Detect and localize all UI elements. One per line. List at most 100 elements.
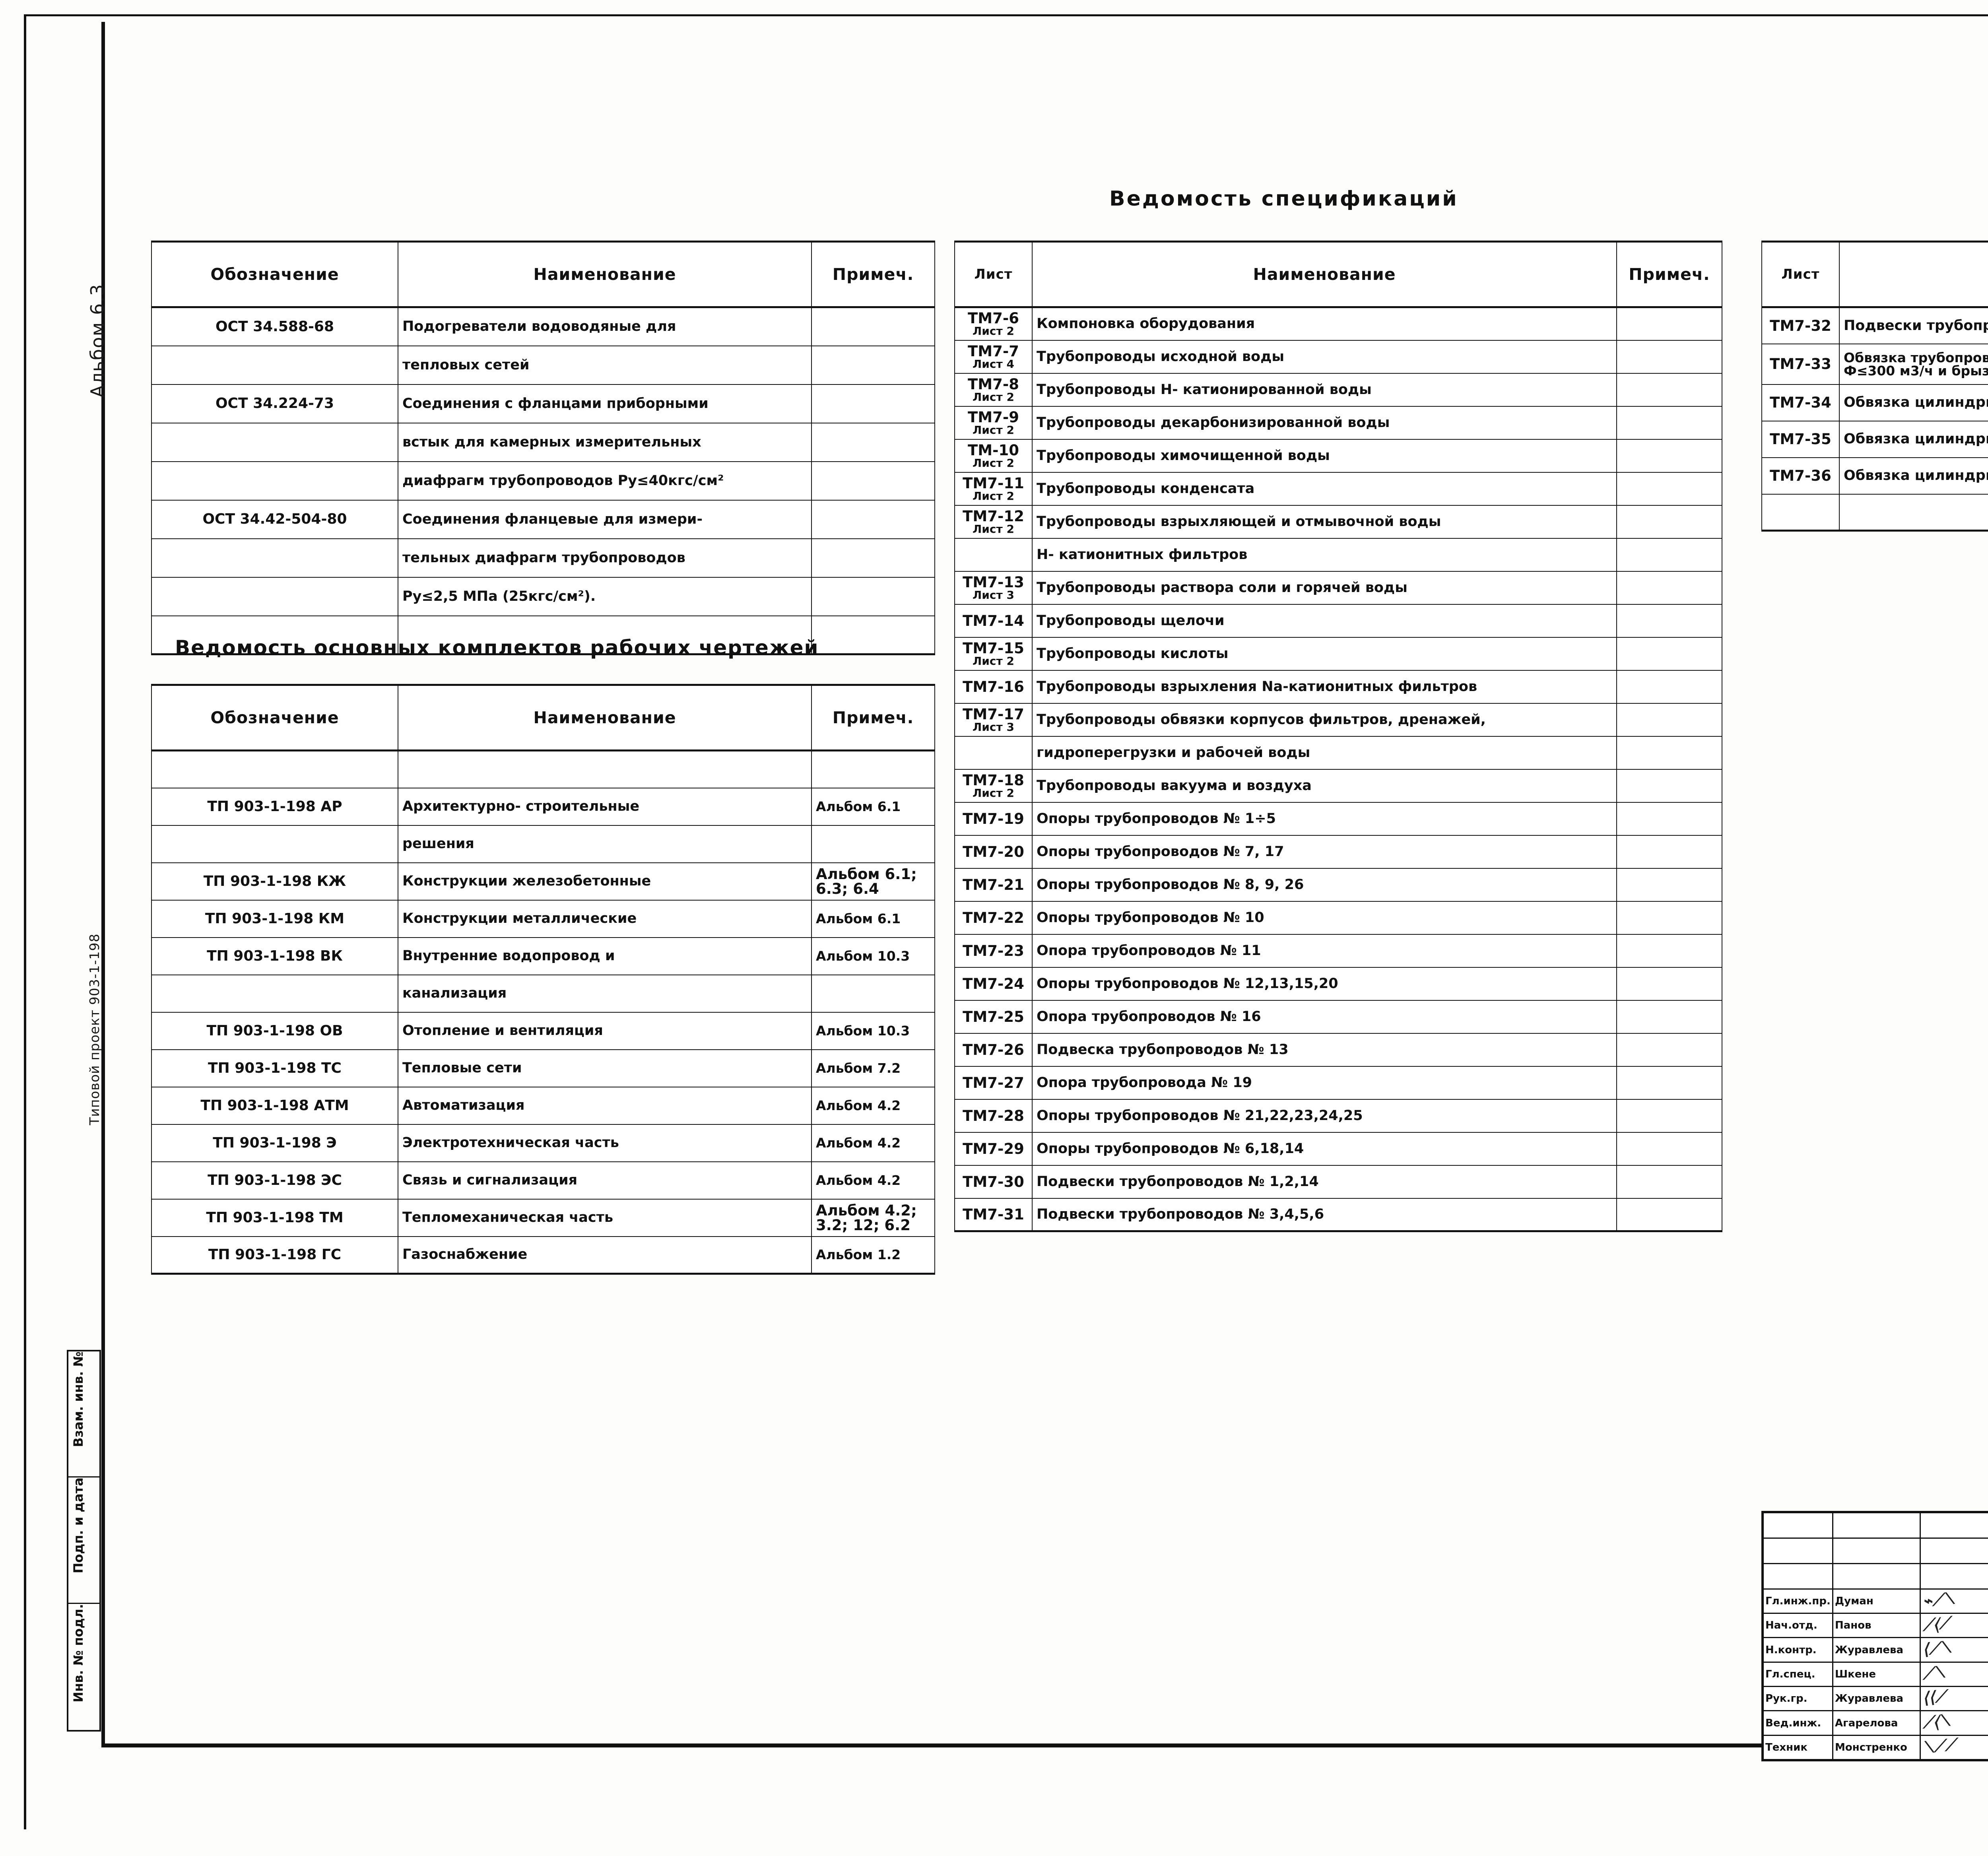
title-block: Гл.инж.пр. Думан ⌁⟋⟍ Нач.отд. Панов ⟋⟨⟋ Н.конт… <box>1761 1511 1988 1761</box>
signatory-row: Вед.инж. Агарелова ⟋⟨⟍ <box>1764 1711 1988 1736</box>
signature-mark: ⟍⟋⟋ <box>1921 1736 1957 1757</box>
cell-note <box>1616 901 1722 935</box>
cell-note: Альбом 6.1 <box>811 899 935 938</box>
signatory-name <box>1833 1513 1921 1538</box>
signatory-name: Агарелова <box>1833 1711 1921 1735</box>
cell-note: Альбом 6.1; 6.3; 6.4 <box>811 862 935 901</box>
cell-name: Связь и сигнализация <box>398 1161 812 1200</box>
cell-note <box>1616 406 1722 440</box>
cell-code: ТП 903-1-198 КЖ <box>151 862 398 901</box>
signatory-signature: ⟨⟋⟍ <box>1921 1638 1988 1661</box>
cell-code: ТП 903-1-198 ТМ <box>151 1198 398 1237</box>
signatory-row: Н.контр. Журавлева ⟨⟋⟍ <box>1764 1638 1988 1663</box>
cell-sheet: ТМ7-31 <box>954 1198 1033 1232</box>
cell-name: Опоры трубопроводов № 21,22,23,24,25 <box>1032 1099 1617 1133</box>
stamp-label-podp: Подп. и дата <box>71 1477 86 1574</box>
cell-name: Обвязка цилиндрического бака V= 10 м³ <box>1839 457 1988 495</box>
cell-name: гидроперегрузки и рабочей воды <box>1032 736 1617 770</box>
signatory-role <box>1764 1564 1833 1588</box>
cell-sheet: ТМ7-35 <box>1761 420 1840 458</box>
table-header-row: Обозначение Наименование Примеч. <box>151 241 935 308</box>
cell-sheet: ТМ7-26 <box>954 1033 1033 1067</box>
signatory-role: Техник <box>1764 1736 1833 1759</box>
signature-mark: ⟋⟨⟋ <box>1921 1614 1951 1635</box>
cell-code <box>151 422 398 462</box>
signatory-signature: ⟋⟨⟋ <box>1921 1614 1988 1637</box>
signatory-signature <box>1921 1564 1988 1588</box>
table-row: диафрагм трубопроводов Ру≤40кгс/см² <box>151 461 935 501</box>
cell-note <box>811 974 935 1013</box>
cell-name: Трубопроводы взрыхляющей и отмывочной во… <box>1032 505 1617 539</box>
cell-note <box>1616 1066 1722 1100</box>
table-row: ТМ7-15 Лист 2 Трубопроводы кислоты <box>954 637 1722 671</box>
table-row: ТМ7-6 Лист 2 Компоновка оборудования <box>954 307 1722 341</box>
table-row: решения <box>151 825 935 863</box>
cell-name: Опоры трубопроводов № 10 <box>1032 901 1617 935</box>
cell-code <box>151 461 398 501</box>
cell-note <box>811 577 935 616</box>
signatory-name <box>1833 1564 1921 1588</box>
cell-note <box>811 825 935 863</box>
signatory-name: Журавлева <box>1833 1687 1921 1710</box>
signatory-row: Нач.отд. Панов ⟋⟨⟋ <box>1764 1614 1988 1639</box>
signatory-row-blank <box>1764 1513 1988 1539</box>
cell-note <box>811 750 935 788</box>
cell-code: ТП 903-1-198 Э <box>151 1124 398 1162</box>
cell-note <box>1616 472 1722 506</box>
cell-note <box>1616 835 1722 869</box>
signatory-name: Панов <box>1833 1614 1921 1637</box>
cell-note <box>1616 637 1722 671</box>
cell-name: Подогреватели водоводяные для <box>398 307 812 346</box>
cell-code: ТП 903-1-198 АТМ <box>151 1086 398 1125</box>
signatory-signature <box>1921 1513 1988 1538</box>
cell-sheet: ТМ7-6 Лист 2 <box>954 307 1033 341</box>
cell-name: тельных диафрагм трубопроводов <box>398 538 812 578</box>
cell-name: Трубопроводы вакуума и воздуха <box>1032 769 1617 803</box>
cell-note <box>811 307 935 346</box>
cell-note <box>1616 505 1722 539</box>
signatory-signature: ⟋⟨⟍ <box>1921 1711 1988 1734</box>
cell-note <box>1616 670 1722 704</box>
table-row: ТМ7-11 Лист 2 Трубопроводы конденсата <box>954 472 1722 506</box>
signature-mark: ⌁⟋⟍ <box>1921 1589 1955 1610</box>
signatory-row-blank <box>1764 1564 1988 1590</box>
cell-name: Соединения с фланцами приборными <box>398 384 812 423</box>
cell-sheet: ТМ7-30 <box>954 1165 1033 1199</box>
cell-sheet: ТМ7-8 Лист 2 <box>954 373 1033 407</box>
signatory-role: Вед.инж. <box>1764 1711 1833 1735</box>
cell-code: ТП 903-1-198 КМ <box>151 899 398 938</box>
cell-name: решения <box>398 825 812 863</box>
table-header-row: Обозначение Наименование Примеч. <box>151 684 935 751</box>
signatory-role: Гл.спец. <box>1764 1662 1833 1686</box>
cell-note <box>811 461 935 501</box>
cell-name: Трубопроводы химочищенной воды <box>1032 439 1617 473</box>
drawing-sets-title: Ведомость основных комплектов рабочих че… <box>175 636 819 659</box>
signatory-row: Гл.инж.пр. Думан ⌁⟋⟍ <box>1764 1589 1988 1614</box>
signatory-role <box>1764 1513 1833 1538</box>
cell-name: Опора трубопроводов № 16 <box>1032 1000 1617 1034</box>
sheet-frame-inner <box>101 22 1988 1747</box>
table-row <box>151 615 935 655</box>
cell-sheet: ТМ7-14 <box>954 604 1033 638</box>
table-row: ТМ7-21 Опоры трубопроводов № 8, 9, 26 <box>954 868 1722 902</box>
cell-name: Соединения фланцевые для измери- <box>398 499 812 539</box>
cell-name: Опоры трубопроводов № 6,18,14 <box>1032 1132 1617 1166</box>
cell-note <box>811 499 935 539</box>
signature-mark: ⟨⟨⟋ <box>1921 1687 1947 1708</box>
table-row: канализация <box>151 974 935 1013</box>
cell-note <box>1616 868 1722 902</box>
table-row <box>1761 493 1988 532</box>
cell-note <box>1616 538 1722 572</box>
signatory-signature: ⌁⟋⟍ <box>1921 1590 1988 1613</box>
table-row: ТП 903-1-198 КМ Конструкции металлические… <box>151 899 935 938</box>
cell-note <box>1616 307 1722 341</box>
cell-note <box>1616 967 1722 1001</box>
signatory-signature: ⟍⟋⟋ <box>1921 1736 1988 1759</box>
cell-sheet: ТМ7-29 <box>954 1132 1033 1166</box>
cell-code <box>151 825 398 863</box>
standards-table: Обозначение Наименование Примеч. ОСТ 34.588… <box>151 241 935 655</box>
